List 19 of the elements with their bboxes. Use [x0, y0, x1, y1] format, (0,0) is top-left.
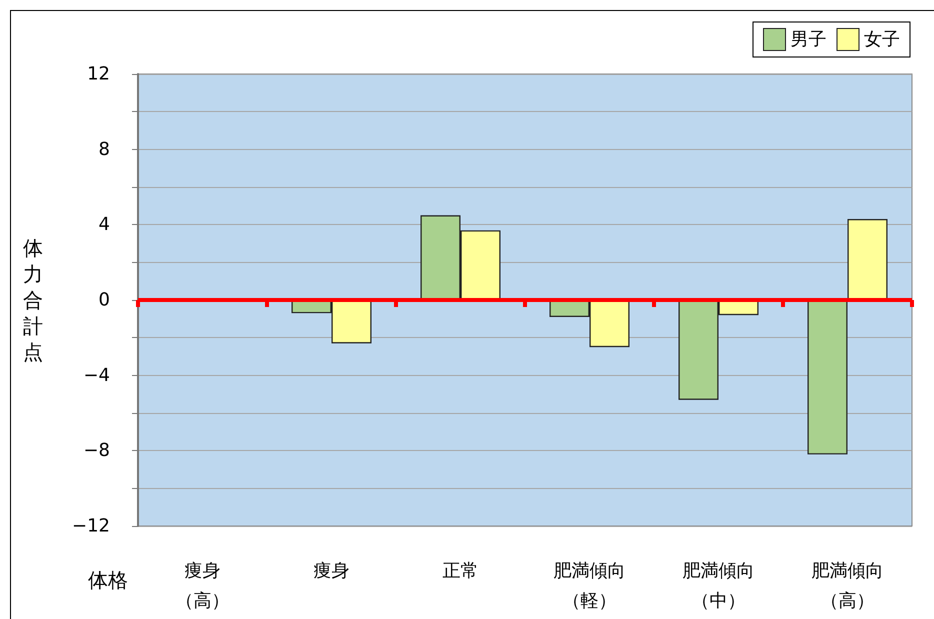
y-axis-title: 体力合計点 [23, 236, 43, 364]
y-tick-label: −12 [72, 516, 110, 536]
y-tick-label: 4 [98, 214, 110, 236]
legend-label: 女子 [864, 29, 900, 50]
x-tick-label: 痩身 [314, 560, 350, 582]
legend-label: 男子 [790, 29, 826, 50]
y-tick-label: 8 [98, 138, 110, 160]
y-tick-label: 12 [87, 64, 110, 84]
x-tick-label: 肥満傾向（軽） [554, 560, 626, 612]
x-tick-label: 肥満傾向（高） [812, 560, 884, 612]
y-tick-label: −4 [83, 364, 110, 386]
x-tick-label: 正常 [442, 560, 478, 582]
bar [848, 219, 888, 300]
y-tick-label: −8 [83, 440, 110, 462]
bar [808, 300, 848, 454]
x-tick-label: 痩身（高） [176, 560, 230, 612]
x-tick-label: 肥満傾向（中） [682, 560, 754, 612]
y-tick-label: 0 [98, 290, 110, 310]
x-axis-title: 体格 [88, 568, 128, 592]
